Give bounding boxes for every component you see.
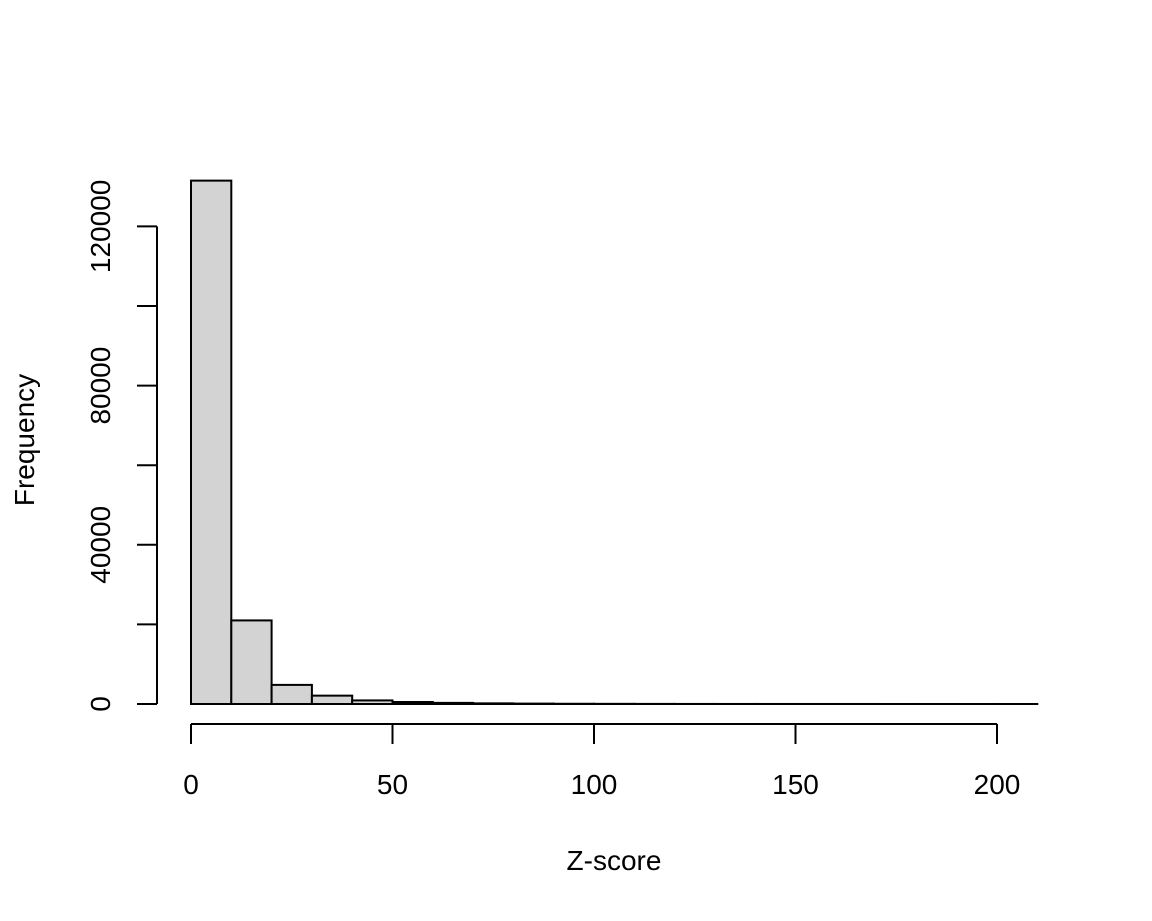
x-tick-label: 0 bbox=[183, 769, 199, 800]
x-axis-ticks: 0 50 100 150 200 bbox=[183, 724, 1020, 800]
x-tick-label: 50 bbox=[377, 769, 408, 800]
x-tick-label: 100 bbox=[571, 769, 618, 800]
y-tick-label: 40000 bbox=[85, 506, 116, 584]
histogram-bar bbox=[190, 179, 233, 705]
y-tick-label: 0 bbox=[85, 696, 116, 712]
y-tick-label: 120000 bbox=[85, 180, 116, 273]
y-axis-ticks: 0 40000 80000 120000 bbox=[85, 180, 157, 712]
x-tick-label: 200 bbox=[974, 769, 1021, 800]
histogram-bar bbox=[310, 694, 354, 706]
x-axis-label: Z-score bbox=[567, 845, 662, 876]
histogram-bar bbox=[431, 701, 475, 706]
histogram-bar bbox=[391, 701, 434, 706]
histogram-bar bbox=[270, 683, 313, 705]
histogram-bar bbox=[230, 619, 273, 705]
x-tick-label: 150 bbox=[772, 769, 819, 800]
bars-group bbox=[190, 179, 1039, 706]
y-tick-label: 80000 bbox=[85, 347, 116, 425]
histogram-bar bbox=[351, 699, 394, 706]
histogram-bar bbox=[472, 702, 515, 706]
y-axis-label: Frequency bbox=[9, 374, 40, 506]
